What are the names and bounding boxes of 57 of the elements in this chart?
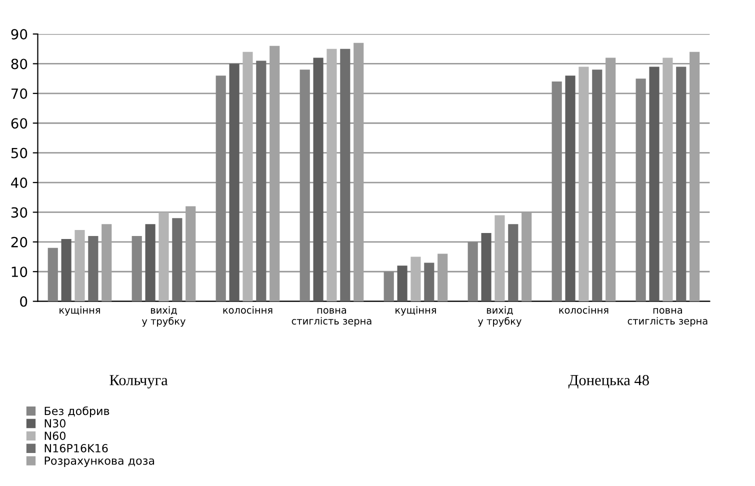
bar: [340, 48, 350, 302]
bar: [578, 66, 589, 302]
y-tick-label: 10: [12, 266, 28, 278]
legend-label: Без добрив: [44, 406, 110, 418]
text: Кольчуга: [110, 375, 168, 388]
bar: [508, 224, 518, 302]
bar: [158, 212, 169, 302]
y-tick-label: 0: [20, 296, 28, 307]
bar: [172, 218, 182, 302]
bar: [229, 64, 240, 302]
x-tick-label: колосіння: [223, 306, 272, 314]
y-tick-label: 40: [11, 177, 28, 188]
y-tick-label: 30: [11, 207, 28, 218]
x-tick-label: вихід у трубку: [142, 306, 186, 327]
bar: [481, 233, 492, 302]
legend-label: Розрахункова доза: [44, 456, 154, 467]
bar: [565, 76, 576, 302]
bar: [132, 236, 142, 302]
bar: [242, 52, 253, 302]
y-tick-label: 20: [11, 236, 28, 248]
x-tick-label: колосіння: [559, 306, 608, 314]
bar: [676, 66, 686, 302]
legend-label: N60: [44, 432, 66, 440]
x-tick-label: кущіння: [396, 306, 436, 316]
bar: [636, 78, 646, 302]
y-tick-label: 70: [11, 88, 28, 99]
x-tick-label: повна стиглість зерна: [628, 308, 708, 326]
bar: [216, 76, 226, 302]
y-tick-label: 90: [11, 28, 28, 40]
bar: [424, 262, 434, 302]
bar: [397, 266, 408, 302]
bar: [61, 238, 72, 302]
bar: [256, 60, 266, 302]
x-tick-label: повна стиглість зерна: [292, 308, 372, 326]
bar: [552, 82, 562, 302]
bar: [88, 236, 98, 302]
bar: [649, 66, 660, 302]
x-tick-label: вихід у трубку: [478, 306, 522, 327]
bar: [145, 224, 156, 302]
x-tick-label: кущіння: [60, 306, 100, 316]
bar: [313, 58, 324, 302]
y-tick-label: 60: [11, 118, 28, 129]
bar: [74, 230, 85, 302]
bar: [592, 70, 602, 302]
text: Донецька 48: [568, 375, 649, 388]
bar: [468, 242, 478, 302]
bar: [494, 215, 505, 302]
legend-label: N16P16K16: [44, 444, 108, 452]
y-tick-label: 50: [11, 148, 28, 158]
y-tick-label: 80: [11, 58, 28, 70]
bar: [326, 48, 337, 302]
bar: [300, 70, 310, 302]
bar: [410, 256, 421, 302]
bar: [48, 248, 58, 302]
legend-label: N30: [44, 419, 66, 428]
bar: [384, 272, 394, 302]
bar: [662, 58, 673, 302]
